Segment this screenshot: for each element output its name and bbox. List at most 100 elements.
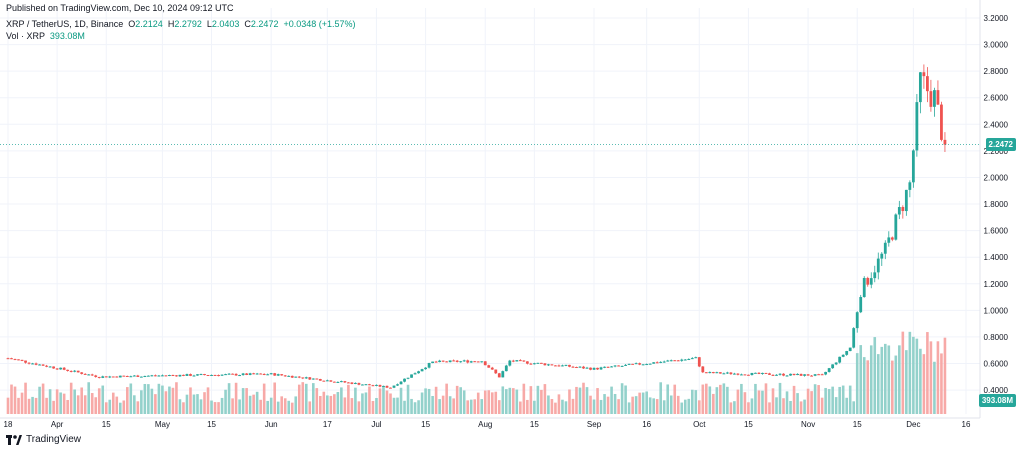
volume-bar xyxy=(768,402,771,414)
volume-bar xyxy=(736,389,740,414)
volume-bar xyxy=(185,394,189,414)
candle-body xyxy=(676,360,680,362)
volume-bar xyxy=(111,392,115,414)
candle-body xyxy=(97,376,101,378)
candle-body xyxy=(266,374,270,376)
volume-bar xyxy=(340,387,343,414)
volume-bar xyxy=(505,389,508,414)
volume-bar xyxy=(705,383,708,414)
candle-body xyxy=(827,368,831,372)
candle-body xyxy=(490,367,494,370)
candle-body xyxy=(441,360,445,362)
candle-body xyxy=(382,385,385,387)
candle-body xyxy=(515,360,519,362)
volume-bar xyxy=(883,343,887,414)
volume-bar xyxy=(192,394,196,414)
candle-body xyxy=(743,374,747,376)
volume-bar xyxy=(399,387,403,414)
low-value: 2.0403 xyxy=(211,19,240,29)
volume-bar xyxy=(126,387,129,414)
volume-bar xyxy=(855,353,859,414)
volume-bar xyxy=(101,385,105,414)
volume-bar xyxy=(417,400,420,414)
volume-bar xyxy=(438,399,441,414)
x-tick-label: 15 xyxy=(421,420,430,429)
volume-bar xyxy=(154,394,157,414)
volume-bar xyxy=(659,382,663,414)
candle-body xyxy=(343,381,347,383)
volume-bar xyxy=(557,394,561,414)
candle-body xyxy=(571,366,575,368)
volume-bar xyxy=(529,386,533,414)
candle-body xyxy=(680,359,684,361)
volume-bar xyxy=(908,331,912,414)
volume-bar xyxy=(869,345,873,414)
volume-bar xyxy=(480,399,484,414)
close-value: 2.2472 xyxy=(250,19,279,29)
candle-body xyxy=(192,375,196,377)
volume-bar xyxy=(894,355,898,414)
volume-bar xyxy=(150,388,154,414)
x-tick-label: Aug xyxy=(478,420,492,429)
volume-bar xyxy=(512,388,515,414)
volume-bar xyxy=(561,399,564,414)
x-tick-label: 16 xyxy=(962,420,971,429)
volume-bar xyxy=(259,399,262,414)
volume-bar xyxy=(494,391,498,414)
candle-body xyxy=(322,380,326,382)
candle-body xyxy=(933,90,936,107)
volume-bar xyxy=(778,382,782,414)
candle-body xyxy=(350,382,354,384)
candle-body xyxy=(178,374,182,377)
candle-body xyxy=(76,370,80,373)
volume-bar xyxy=(578,387,582,414)
volume-bar xyxy=(785,391,789,414)
volume-bar xyxy=(701,384,705,414)
volume-bar xyxy=(62,393,66,414)
candle-body xyxy=(715,372,719,374)
candle-body xyxy=(38,364,41,366)
change-value: +0.0348 (+1.57%) xyxy=(283,19,356,29)
volume-bar xyxy=(410,398,413,414)
candle-body xyxy=(848,347,852,352)
tradingview-logo[interactable]: TradingView xyxy=(6,434,81,445)
volume-bar xyxy=(182,402,185,414)
volume-bar xyxy=(175,382,178,414)
volume-bar xyxy=(806,388,810,414)
candle-body xyxy=(6,358,10,360)
volume-bar xyxy=(406,384,410,414)
candle-body xyxy=(701,366,705,373)
volume-bar xyxy=(543,384,547,414)
volume-bar xyxy=(290,402,294,414)
candle-body xyxy=(31,363,34,365)
candle-body xyxy=(641,364,645,366)
volume-bar xyxy=(694,390,698,414)
candle-body xyxy=(855,312,859,329)
volume-bar xyxy=(810,391,813,414)
open-label: O xyxy=(128,19,136,29)
volume-bar xyxy=(747,402,750,414)
volume-bar xyxy=(459,387,462,414)
volume-bar xyxy=(396,397,399,414)
volume-bar xyxy=(859,345,863,414)
candle-body xyxy=(255,373,259,375)
volume-bar xyxy=(59,392,62,414)
volume-bar xyxy=(726,386,729,414)
volume-bar xyxy=(136,401,140,414)
volume-bar xyxy=(385,390,389,414)
candle-body xyxy=(606,366,610,368)
candle-body xyxy=(329,380,333,382)
candle-body xyxy=(150,375,154,377)
volume-bar xyxy=(634,396,638,414)
candle-body xyxy=(269,373,273,375)
volume-bar xyxy=(413,402,417,414)
volume-bar xyxy=(596,388,599,414)
candle-body xyxy=(890,237,894,240)
volume-bar xyxy=(217,402,220,414)
volume-bar xyxy=(424,388,427,414)
candle-body xyxy=(304,377,308,379)
candle-body xyxy=(354,382,357,384)
y-tick-label: 3.2000 xyxy=(984,14,1009,23)
candle-body xyxy=(168,375,171,377)
